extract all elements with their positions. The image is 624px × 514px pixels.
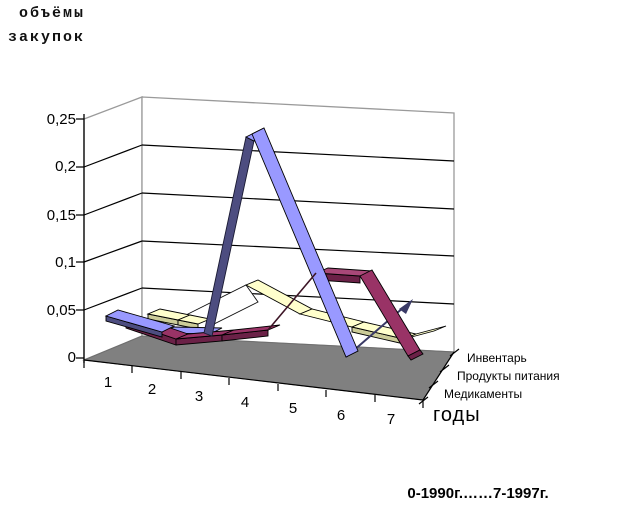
x-label-3: 3 — [194, 388, 204, 405]
x-label-4: 4 — [240, 394, 250, 411]
y-tick-label-005: 0,05 — [46, 302, 76, 319]
ribbon-medikamenty — [104, 127, 359, 358]
y-tick-label-015: 0,15 — [46, 207, 76, 224]
gridlines — [83, 144, 455, 311]
y-tick-label-025: 0,25 — [46, 111, 76, 128]
x-label-6: 6 — [336, 407, 346, 424]
ribbon-inventar — [146, 279, 447, 345]
category-axis — [83, 359, 424, 408]
chart-title-line-1: объёмы — [8, 5, 86, 22]
x-label-2: 2 — [147, 381, 157, 398]
y-tick-label-01: 0,1 — [55, 254, 76, 271]
ribbon-peak-descent — [251, 127, 359, 358]
x-label-1: 1 — [103, 374, 113, 391]
series-label-inventar: Инвентарь — [467, 351, 527, 365]
x-axis-title: годы — [433, 404, 481, 426]
x-label-7: 7 — [386, 411, 396, 428]
series-label-medikamenty: Медикаменты — [444, 387, 523, 401]
years-legend-caption: 0-1990г.……7-1997г. — [407, 485, 549, 502]
series-axis — [418, 348, 460, 405]
x-label-5: 5 — [288, 400, 298, 417]
chart-title-line-2: закупок — [8, 29, 86, 46]
y-tick-label-02: 0,2 — [55, 158, 76, 175]
value-axis — [76, 114, 85, 363]
series-label-produkty: Продукты питания — [457, 369, 560, 383]
y-tick-label-0: 0 — [67, 349, 76, 366]
ribbon-produkty-rise-edge — [267, 272, 317, 331]
